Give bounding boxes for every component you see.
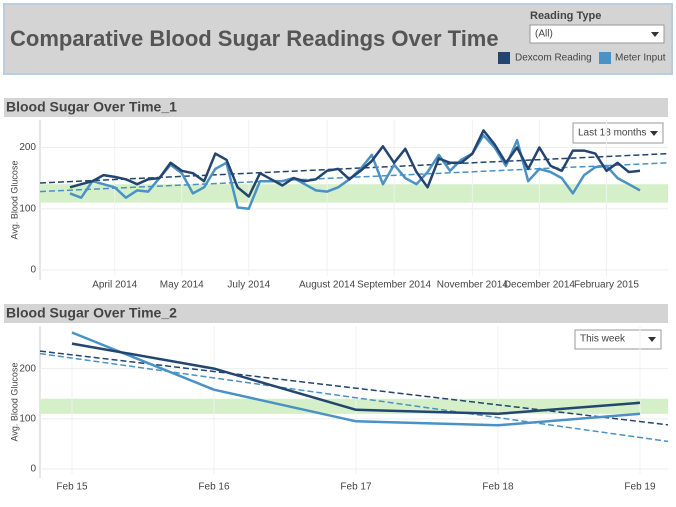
target-band xyxy=(40,184,668,203)
trend-line xyxy=(39,152,669,184)
legend-swatch xyxy=(498,52,510,64)
x-tick-label: Feb 16 xyxy=(198,482,230,493)
section-bar xyxy=(4,304,668,323)
x-tick-label: July 2014 xyxy=(227,280,270,291)
x-tick-label: Feb 17 xyxy=(340,482,372,493)
y-axis-label: Avg. Blood Glucose xyxy=(9,161,19,240)
dropdown-arrow xyxy=(650,131,658,136)
trend-line xyxy=(39,352,669,443)
series-line xyxy=(69,129,641,198)
x-tick-label: Feb 18 xyxy=(482,482,514,493)
y-tick-label: 100 xyxy=(19,203,36,214)
filter-label: Reading Type xyxy=(530,10,601,22)
dropdown-value: Last 18 months xyxy=(578,128,646,139)
trend-line xyxy=(39,350,669,426)
chart-title: Blood Sugar Over Time_1 xyxy=(6,99,177,115)
y-tick-label: 200 xyxy=(19,363,36,374)
y-tick-label: 0 xyxy=(30,265,36,276)
y-tick-label: 100 xyxy=(19,413,36,424)
x-tick-label: April 2014 xyxy=(92,280,137,291)
series-line xyxy=(71,331,641,427)
legend-swatch xyxy=(599,52,611,64)
x-tick-label: September 2014 xyxy=(357,280,431,291)
dropdown-value: This week xyxy=(580,334,626,345)
dropdown-arrow xyxy=(651,32,659,37)
target-band xyxy=(40,398,668,414)
x-tick-label: November 2014 xyxy=(437,280,509,291)
x-tick-label: February 2015 xyxy=(574,280,639,291)
series-line xyxy=(71,342,641,416)
y-tick-label: 200 xyxy=(19,142,36,153)
y-tick-label: 0 xyxy=(30,464,36,475)
legend-label: Dexcom Reading xyxy=(515,53,592,64)
section-bar xyxy=(4,98,668,117)
chart-title: Blood Sugar Over Time_2 xyxy=(6,305,177,321)
x-tick-label: August 2014 xyxy=(299,280,356,291)
x-tick-label: December 2014 xyxy=(504,280,576,291)
x-tick-label: Feb 15 xyxy=(56,482,88,493)
dropdown-arrow xyxy=(648,337,656,342)
x-tick-label: Feb 19 xyxy=(624,482,656,493)
filter-value: (All) xyxy=(535,29,553,40)
x-tick-label: May 2014 xyxy=(160,280,204,291)
range-dropdown[interactable] xyxy=(572,122,664,144)
legend-label: Meter Input xyxy=(615,53,666,64)
y-axis-label: Avg. Blood Glucose xyxy=(9,363,19,442)
dashboard-title: Comparative Blood Sugar Readings Over Ti… xyxy=(10,26,499,51)
filter-dropdown[interactable] xyxy=(529,24,665,44)
